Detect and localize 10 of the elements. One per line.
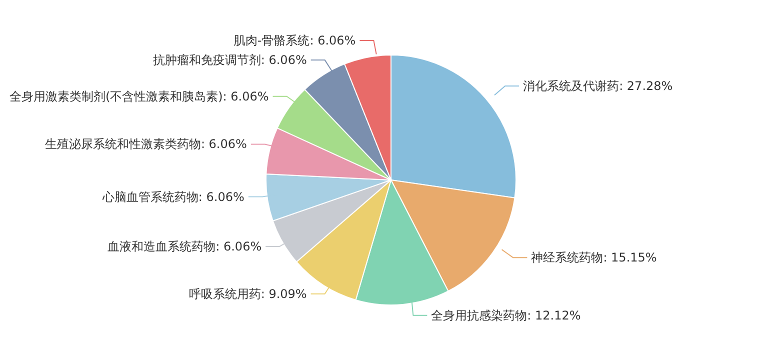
slice-label: 神经系统药物: 15.15% [531,250,657,265]
slice-label: 抗肿瘤和免疫调节剂: 6.06% [152,53,307,68]
slice-label: 全身用激素类制剂(不含性激素和胰岛素): 6.06% [9,89,269,104]
slice-label: 心脑血管系统药物: 6.06% [101,190,244,204]
slice-label: 全身用抗感染药物: 12.12% [431,308,581,322]
slice-label: 消化系统及代谢药: 27.28% [523,79,673,93]
slice-label: 血液和造血系统药物: 6.06% [108,239,262,254]
slice-label: 呼吸系统用药: 9.09% [188,286,307,301]
slice-label: 肌肉-骨骼系统: 6.06% [233,34,356,48]
slice-label: 生殖泌尿系统和性激素类药物: 6.06% [44,137,247,152]
